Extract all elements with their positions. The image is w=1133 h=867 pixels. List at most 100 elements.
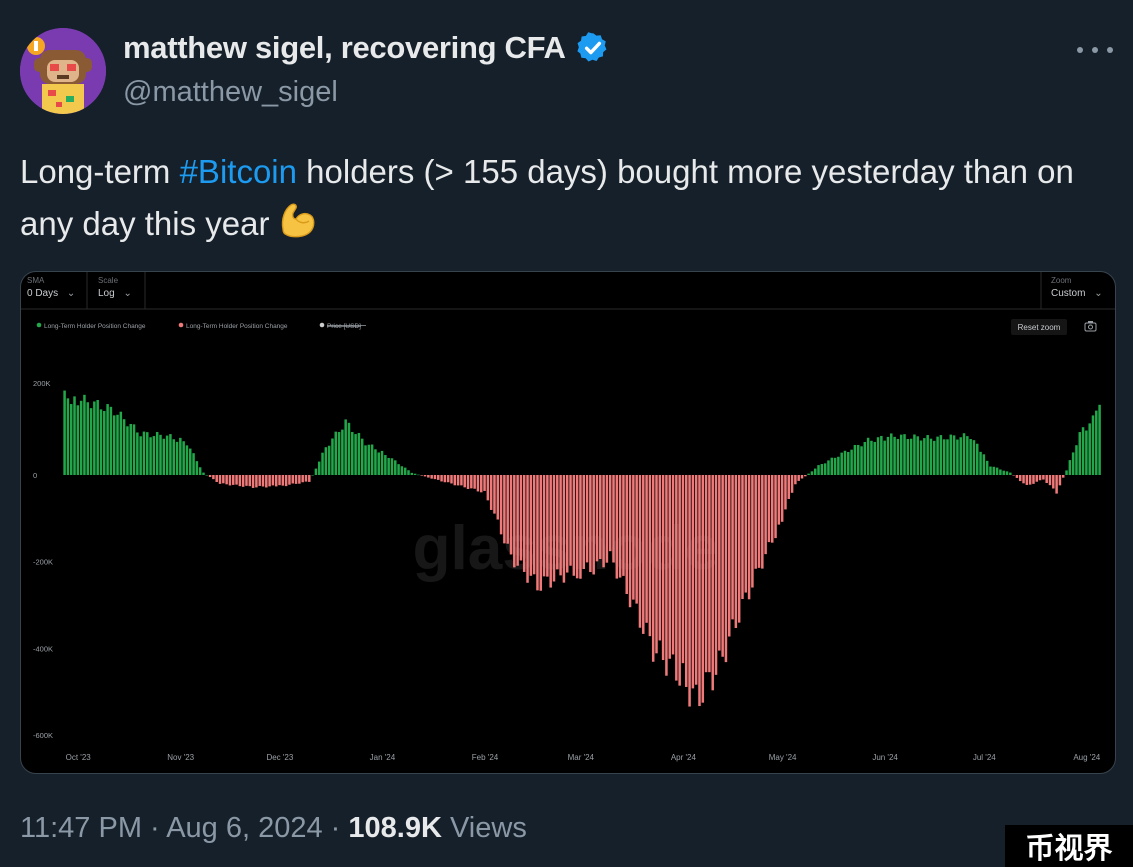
chart-bar (678, 475, 681, 686)
chart-bar (334, 431, 337, 475)
chart-bar (599, 475, 602, 559)
chart-bar (741, 475, 744, 600)
chart-bar (823, 463, 827, 475)
chart-bar (1048, 475, 1052, 486)
chart-bar (585, 475, 589, 563)
chart-bar (966, 436, 969, 475)
chart-bar (698, 475, 701, 707)
chart-bar (724, 475, 728, 663)
chart-bar (265, 475, 268, 488)
chart-bar (787, 475, 791, 499)
chart-bar (208, 475, 212, 478)
tweet-date[interactable]: Aug 6, 2024 (166, 812, 323, 844)
chart-bar (903, 434, 906, 475)
chart-bar (63, 390, 66, 475)
chart-bar (890, 433, 893, 475)
scale-label: Scale (98, 276, 119, 285)
chart-bar (172, 439, 175, 475)
chart-bar (231, 475, 235, 485)
chart-bar (919, 440, 923, 475)
chart-bar (972, 440, 976, 475)
legend-item-red[interactable]: Long-Term Holder Position Change (186, 323, 288, 330)
chart-bar (1028, 475, 1032, 485)
chart-bar (794, 475, 797, 485)
chart-bar (317, 461, 321, 475)
reset-zoom-button[interactable] (1011, 319, 1067, 335)
scale-select[interactable]: Scale Log ⌄ (98, 276, 132, 299)
chart-bar (774, 475, 777, 539)
chart-bar (103, 410, 106, 475)
chart-bar (413, 473, 417, 475)
chart-bar (655, 475, 658, 654)
chevron-down-icon: ⌄ (66, 288, 76, 299)
chart-bar (116, 414, 119, 475)
separator: · (330, 812, 341, 844)
chart-bar (989, 466, 992, 475)
chart-bar (899, 434, 903, 475)
chart-bar (642, 475, 645, 634)
chart-bar (532, 475, 536, 575)
chart-bar (638, 475, 642, 628)
chart-bar (622, 475, 625, 576)
chart-bar (708, 475, 711, 673)
chart-bar (1075, 445, 1078, 475)
tweet-time[interactable]: 11:47 PM (20, 812, 142, 844)
y-tick-label: -400K (33, 644, 53, 653)
chart-bar (370, 444, 374, 475)
hashtag-link[interactable]: #Bitcoin (179, 153, 297, 190)
chart-bar (189, 448, 192, 475)
camera-icon[interactable] (1084, 321, 1097, 332)
avatar[interactable] (20, 28, 106, 114)
chart-bar (1078, 432, 1082, 475)
chart-bar (767, 475, 771, 543)
chart-bar (1071, 452, 1075, 475)
chart-bar (496, 475, 500, 520)
chart-bar (261, 475, 265, 487)
chart-bar (688, 475, 691, 707)
chart-bar (985, 460, 989, 475)
chart-bar (112, 415, 116, 475)
chart-bar (612, 475, 615, 563)
legend-item-green[interactable]: Long-Term Holder Position Change (44, 323, 146, 330)
chart-bar (483, 475, 486, 491)
chart-bar (278, 475, 281, 486)
tweet-footer: 11:47 PM · Aug 6, 2024 · 108.9K Views (20, 812, 527, 845)
chart-bar (830, 457, 834, 475)
display-name[interactable]: matthew sigel, recovering CFA (123, 30, 566, 65)
chart-bar (1032, 475, 1035, 484)
handle[interactable]: @matthew_sigel (123, 76, 338, 108)
chart-bar (410, 472, 414, 475)
views-count[interactable]: 108.9K (348, 812, 442, 844)
zoom-select[interactable]: Zoom Custom ⌄ (1051, 276, 1103, 299)
chart-bar (979, 451, 982, 475)
chart-bar (933, 440, 936, 475)
chart-bar (218, 475, 222, 484)
chart-bar (298, 475, 301, 484)
chart-bar (529, 475, 533, 576)
sma-select[interactable]: SMA 0 Days ⌄ (27, 276, 75, 299)
chart-bar (407, 470, 410, 475)
site-watermark: 币视界 (1005, 825, 1133, 867)
chart-bar (450, 475, 453, 484)
chart-bar (311, 475, 314, 476)
chart-bar (255, 475, 258, 488)
chart-bar (737, 475, 741, 623)
legend-item-price[interactable]: Price [USD] (327, 323, 361, 330)
more-options-icon[interactable] (1077, 40, 1113, 60)
chart-bar (446, 475, 450, 483)
chart-bar (744, 475, 748, 593)
chart-bar (440, 475, 443, 482)
sma-value: 0 Days (27, 288, 59, 299)
chart-bar (962, 433, 966, 475)
chart-bar (906, 438, 910, 475)
chart-bar (552, 475, 556, 582)
chart-bar (93, 401, 96, 475)
chart-bar (212, 475, 215, 480)
chart-bar (89, 408, 93, 475)
chart-bar (526, 475, 529, 583)
chart-bar (387, 457, 390, 475)
verified-badge-icon (577, 32, 607, 62)
chevron-down-icon: ⌄ (123, 288, 132, 299)
chart-bar (109, 406, 113, 475)
